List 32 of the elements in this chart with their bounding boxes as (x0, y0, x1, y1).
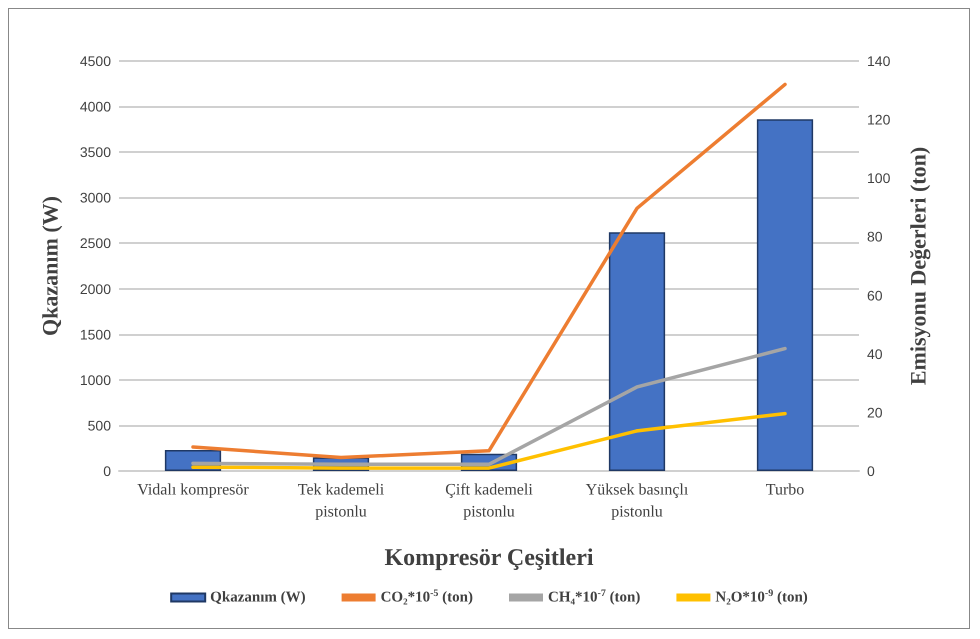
x-tick-label: Turbo (766, 482, 804, 498)
y2-tick-label: 100 (867, 170, 891, 186)
y-tick-label: 0 (103, 463, 112, 479)
y2-tick-label: 40 (867, 346, 883, 362)
y2-tick-label: 140 (867, 53, 891, 69)
y-tick-label: 1500 (80, 326, 112, 342)
y2-tick-label: 80 (867, 228, 883, 245)
y-tick-label: 3000 (80, 190, 112, 206)
y2-tick-label: 20 (867, 404, 883, 420)
x-tick-label: Vidalı kompresör (137, 482, 250, 498)
y2-tick-label: 120 (867, 112, 891, 128)
bar (756, 119, 814, 471)
bar (608, 232, 666, 471)
y-tick-label: 4500 (80, 53, 112, 69)
y-tick-label: 4000 (80, 98, 112, 115)
line-series (191, 82, 787, 460)
x-tick-label: Tek kademeli pistonlu (298, 482, 385, 520)
x-axis-title: Kompresör Çeşitleri (384, 545, 594, 571)
y-axis-title: Qkazanım (W) (38, 196, 62, 336)
y-tick-label: 500 (88, 417, 112, 434)
y2-axis-title: Emisyonu Değerleri (ton) (906, 146, 930, 386)
y2-tick-label: 0 (867, 463, 875, 479)
x-tick-label: Çift kademeli pistonlu (445, 482, 534, 520)
y-tick-label: 2000 (80, 280, 112, 297)
line-series (191, 346, 787, 466)
legend-label: Qkazanım (W) (210, 590, 306, 606)
line-series (191, 412, 787, 470)
x-tick-label: Yüksek basınçlı pistonlu (586, 482, 689, 520)
y-tick-label: 2500 (80, 235, 112, 252)
y-tick-label: 1000 (80, 372, 112, 388)
y2-tick-label: 60 (867, 287, 883, 304)
y-tick-label: 3500 (80, 144, 112, 160)
